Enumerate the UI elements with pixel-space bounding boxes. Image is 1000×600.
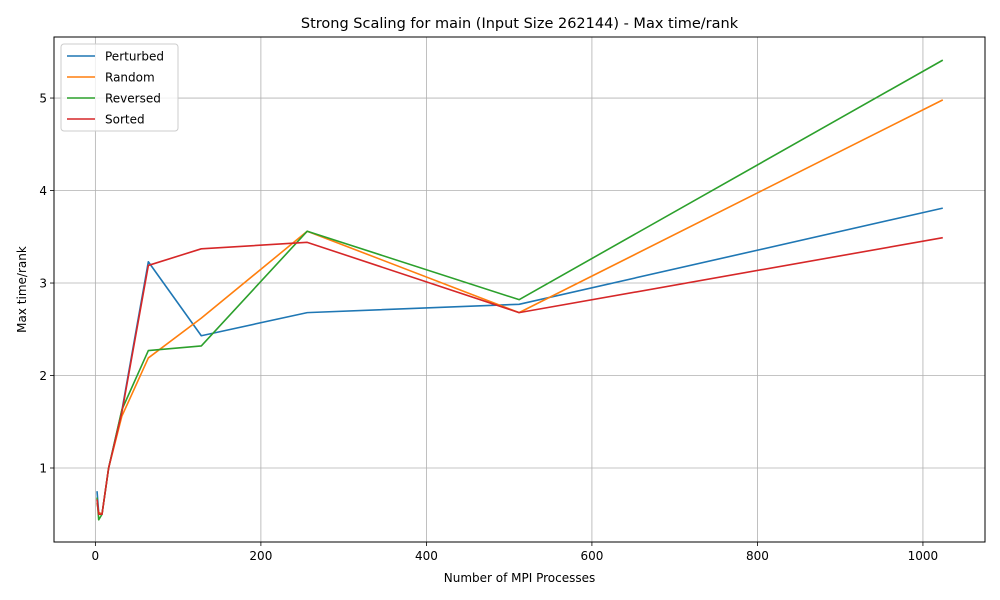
legend: Perturbed Random Reversed Sorted bbox=[60, 43, 179, 132]
series-lines bbox=[96, 59, 944, 521]
plot-frame bbox=[53, 36, 986, 543]
y-tick-label: 1 bbox=[39, 462, 47, 476]
legend-box bbox=[60, 43, 179, 132]
legend-label-perturbed: Perturbed bbox=[105, 50, 164, 64]
grid bbox=[54, 37, 985, 542]
x-tick-label: 0 bbox=[92, 549, 100, 563]
y-tick-label: 3 bbox=[39, 277, 47, 291]
x-tick-label: 400 bbox=[415, 549, 438, 563]
series-line-sorted bbox=[96, 236, 943, 516]
legend-label-random: Random bbox=[105, 71, 155, 85]
y-axis-title: Max time/rank bbox=[15, 246, 29, 333]
legend-label-reversed: Reversed bbox=[105, 92, 161, 106]
x-tick-label: 200 bbox=[249, 549, 272, 563]
x-tick-label: 1000 bbox=[908, 549, 939, 563]
series-line-reversed bbox=[96, 59, 944, 521]
y-tick-label: 4 bbox=[39, 184, 47, 198]
series-line-random bbox=[96, 99, 944, 516]
y-tick-label: 2 bbox=[39, 369, 47, 383]
axis-ticks: 0 200 400 600 800 1000 1 2 3 4 5 bbox=[39, 92, 938, 563]
legend-label-sorted: Sorted bbox=[105, 113, 145, 127]
chart-title: Strong Scaling for main (Input Size 2621… bbox=[301, 16, 739, 32]
x-tick-label: 800 bbox=[746, 549, 769, 563]
y-tick-label: 5 bbox=[39, 92, 47, 106]
x-tick-label: 600 bbox=[580, 549, 603, 563]
x-axis-title: Number of MPI Processes bbox=[444, 571, 596, 585]
